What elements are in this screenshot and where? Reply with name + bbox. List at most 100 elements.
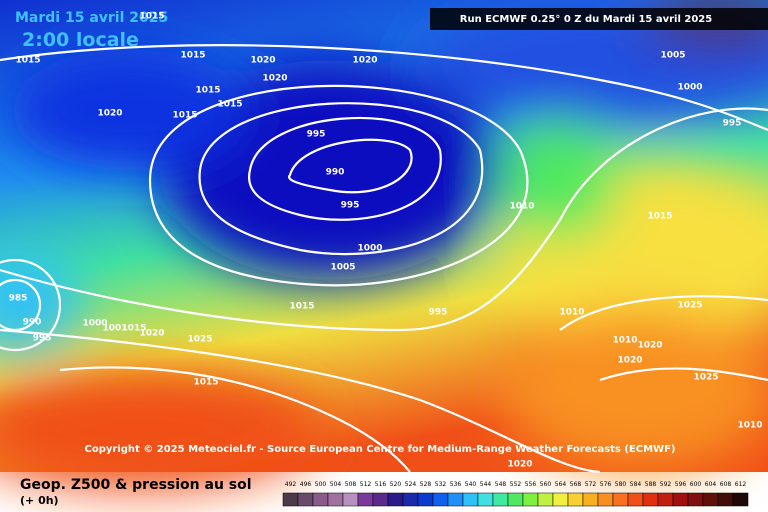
footer: Geop. Z500 & pression au sol (+ 0h) 492 4…	[20, 477, 749, 507]
scale-swatch	[462, 492, 479, 507]
scale-label: 568	[570, 481, 582, 488]
scale-swatch	[417, 492, 434, 507]
isobar-label: 995	[341, 201, 360, 211]
scale-swatch	[447, 492, 464, 507]
scale-label: 572	[585, 481, 597, 488]
isobar-label: 1010	[509, 202, 534, 212]
scale-label: 608	[720, 481, 732, 488]
scale-swatch	[672, 492, 689, 507]
scale-label: 532	[435, 481, 447, 488]
isobar-label: 990	[326, 168, 345, 178]
isobar-label: 1005	[330, 263, 355, 273]
isobar-label: 1015	[647, 212, 672, 222]
scale-label: 564	[555, 481, 567, 488]
scale-label: 560	[540, 481, 552, 488]
scale-label: 544	[480, 481, 492, 488]
scale-swatch	[282, 492, 299, 507]
isobar-label: 1015	[139, 12, 164, 22]
isobar-label: 1000	[82, 319, 107, 329]
isobar-label: 990	[23, 318, 42, 328]
isobar-label: 1020	[637, 341, 662, 351]
isobar-label: 1020	[617, 356, 642, 366]
scale-swatch	[612, 492, 629, 507]
copyright: Copyright © 2025 Meteociel.fr - Source E…	[85, 444, 676, 455]
isobar-label: 1015	[193, 378, 218, 388]
scale-swatch	[537, 492, 554, 507]
isobar-label: 1005	[660, 51, 685, 61]
scale-swatch	[567, 492, 584, 507]
scale-swatch	[642, 492, 659, 507]
isobar-label: 1020	[139, 329, 164, 339]
scale-label: 592	[660, 481, 672, 488]
isobar-label: 995	[429, 308, 448, 318]
scale-swatch	[477, 492, 494, 507]
isobar-label: 1020	[262, 74, 287, 84]
scale-label: 540	[465, 481, 477, 488]
scale-swatch	[492, 492, 509, 507]
isobar-label: 985	[9, 294, 28, 304]
scale-label: 604	[705, 481, 717, 488]
date: Mardi 15 avril 2025	[15, 10, 168, 26]
isobar-label: 995	[33, 334, 52, 344]
isobar-label: 1010	[737, 421, 762, 431]
scale-swatch	[522, 492, 539, 507]
scale-label: 536	[450, 481, 462, 488]
run-info: Run ECMWF 0.25° 0 Z du Mardi 15 avril 20…	[460, 14, 712, 25]
footer-title: Geop. Z500 & pression au sol	[20, 477, 252, 493]
color-scale: 492 496 500 504 508 512 516 520 524 528 532 536 540 5…	[282, 481, 749, 507]
scale-swatch	[372, 492, 389, 507]
scale-label: 528	[420, 481, 432, 488]
scale-swatch	[342, 492, 359, 507]
scale-swatch	[582, 492, 599, 507]
scale-label: 576	[600, 481, 612, 488]
scale-label: 600	[690, 481, 702, 488]
isobar-label: 1025	[187, 335, 212, 345]
scale-swatch	[732, 492, 749, 507]
scale-label: 516	[375, 481, 387, 488]
scale-label: 596	[675, 481, 687, 488]
scale-label: 520	[390, 481, 402, 488]
scale-label: 612	[735, 481, 747, 488]
scale-swatch	[687, 492, 704, 507]
isobar-label: 1015	[195, 86, 220, 96]
scale-label: 492	[285, 481, 297, 488]
scale-swatch	[702, 492, 719, 507]
isobar-label: 1001	[102, 324, 127, 334]
scale-label: 504	[330, 481, 342, 488]
isobar-label: 1025	[677, 301, 702, 311]
isobar-label: 995	[307, 130, 326, 140]
scale-swatch	[402, 492, 419, 507]
isobar-label: 1010	[612, 336, 637, 346]
scale-swatch	[657, 492, 674, 507]
isobar-label: 1015	[121, 324, 146, 334]
scale-swatch	[357, 492, 374, 507]
scale-swatch	[432, 492, 449, 507]
scale-swatch	[387, 492, 404, 507]
isobar-label: 1015	[15, 56, 40, 66]
scale-label: 580	[615, 481, 627, 488]
isobar-label: 1025	[693, 373, 718, 383]
isobar-label: 1015	[180, 51, 205, 61]
scale-swatch	[717, 492, 734, 507]
scale-label: 496	[300, 481, 312, 488]
isobar-label: 1020	[97, 109, 122, 119]
scale-swatch	[507, 492, 524, 507]
isobar-label: 1015	[289, 302, 314, 312]
isobars	[0, 44, 768, 474]
scale-swatch	[312, 492, 329, 507]
scale-swatch	[597, 492, 614, 507]
scale-label: 548	[495, 481, 507, 488]
isobar-label: 1000	[357, 244, 382, 254]
scale-swatch	[552, 492, 569, 507]
scale-swatch	[297, 492, 314, 507]
scale-label: 552	[510, 481, 522, 488]
scale-label: 584	[630, 481, 642, 488]
map: Run ECMWF 0.25° 0 Z du Mardi 15 avril 20…	[0, 0, 768, 490]
isobar-label: 1010	[559, 308, 584, 318]
isobar-label: 1000	[677, 83, 702, 93]
time: 2:00 locale	[22, 29, 139, 51]
isobar-label: 1015	[172, 111, 197, 121]
isobar-label: 1020	[352, 56, 377, 66]
